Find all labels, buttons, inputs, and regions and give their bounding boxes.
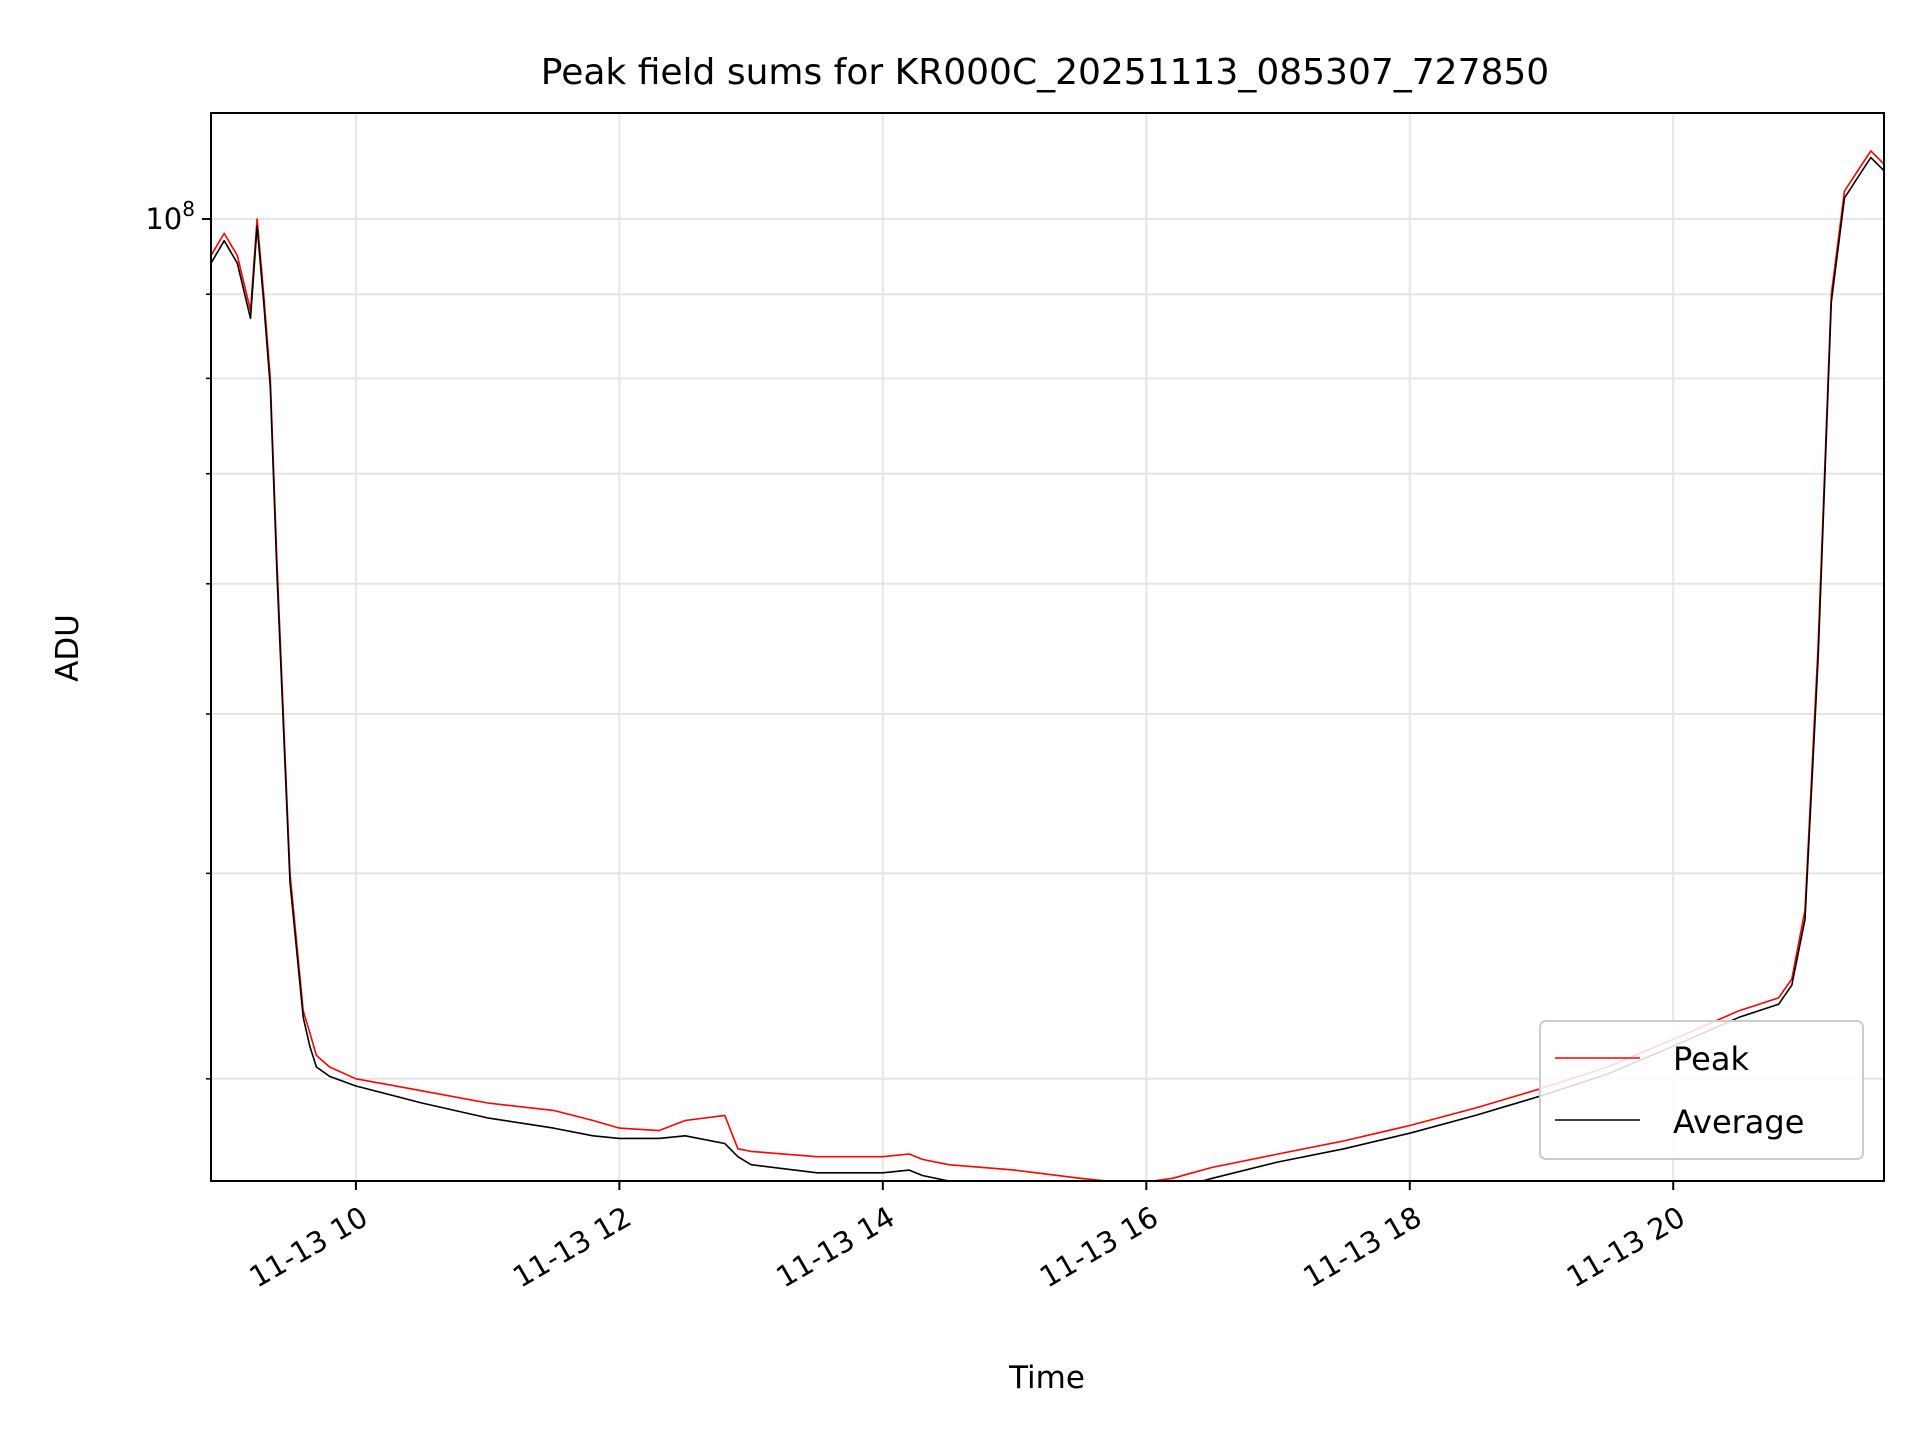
y-tick-label: 108	[145, 197, 195, 236]
series-line-peak	[211, 150, 1884, 1181]
y-tick-exponent: 8	[182, 197, 195, 221]
y-axis-label: ADU	[50, 614, 86, 682]
x-axis-label: Time	[1008, 1360, 1085, 1396]
gridlines	[211, 113, 1884, 1181]
chart-title: Peak field sums for KR000C_20251113_0853…	[541, 52, 1549, 93]
legend: Peak Average	[1539, 1020, 1864, 1160]
y-axis-ticks: 108	[145, 197, 211, 1080]
legend-label-average: Average	[1673, 1103, 1804, 1141]
legend-box	[1539, 1020, 1864, 1160]
plot-frame	[210, 112, 1885, 1182]
y-tick-base: 10	[145, 202, 182, 236]
legend-label-peak: Peak	[1673, 1040, 1749, 1078]
